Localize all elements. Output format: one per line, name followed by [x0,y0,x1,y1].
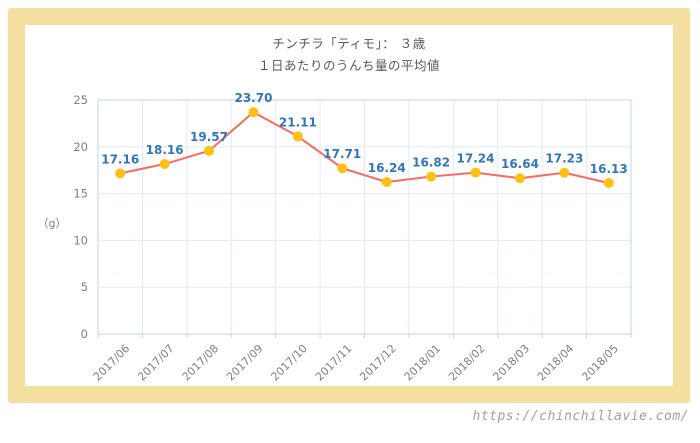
data-point-marker [115,168,126,179]
data-line [119,111,610,185]
data-point-label: 17.16 [101,152,139,166]
data-point-label: 19.57 [190,130,228,144]
data-point-label: 18.16 [146,143,184,157]
data-point-label: 16.64 [501,157,539,171]
data-point-marker [426,171,437,182]
x-axis-tick-label: 2018/02 [446,342,488,384]
chart-subtitle: １日あたりのうんち量の平均値 [257,58,440,73]
y-axis-tick-label: 0 [81,327,88,341]
decorative-frame [8,8,690,403]
data-point-marker [204,145,215,156]
y-axis-tick-label: 5 [81,280,88,294]
y-axis-tick-label: 15 [73,187,88,201]
data-point-label: 16.24 [368,161,406,175]
data-point-label: 17.71 [323,147,361,161]
x-axis-tick-label: 2018/03 [491,342,533,384]
data-point-marker [470,167,481,178]
data-point-marker [292,131,303,142]
x-axis-tick-label: 2017/10 [268,342,310,384]
y-axis-tick-label: 20 [73,140,88,154]
x-axis-tick-label: 2017/07 [135,342,177,384]
x-axis-tick-label: 2017/12 [357,342,399,384]
data-point-label: 21.11 [279,115,317,129]
x-axis-tick-label: 2017/11 [313,342,355,384]
x-axis-tick-label: 2018/05 [579,342,621,384]
y-axis-tick-label: 25 [73,93,88,107]
x-axis-tick-label: 2017/08 [180,342,222,384]
site-url-watermark: https://chinchillavie.com/ [472,409,689,424]
data-point-marker [337,163,348,174]
x-axis-tick-label: 2017/09 [224,342,266,384]
data-point-label: 23.70 [234,91,272,105]
data-point-label: 16.13 [590,162,628,176]
data-point-marker [381,176,392,187]
x-axis-tick-label: 2018/01 [402,342,444,384]
data-point-marker [159,159,170,170]
y-axis-tick-label: 10 [73,233,88,247]
y-axis-unit-label: （g） [37,217,67,230]
chart-title: チンチラ「ティモ」： ３歳 [272,36,426,51]
data-point-marker [248,107,259,118]
data-point-label: 17.24 [457,152,495,166]
data-point-marker [514,173,525,184]
x-axis-tick-label: 2018/04 [535,342,577,384]
data-point-label: 16.82 [412,156,450,170]
data-point-marker [603,178,614,189]
x-axis-tick-label: 2017/06 [91,342,133,384]
data-point-marker [559,167,570,178]
data-point-label: 17.23 [545,152,583,166]
